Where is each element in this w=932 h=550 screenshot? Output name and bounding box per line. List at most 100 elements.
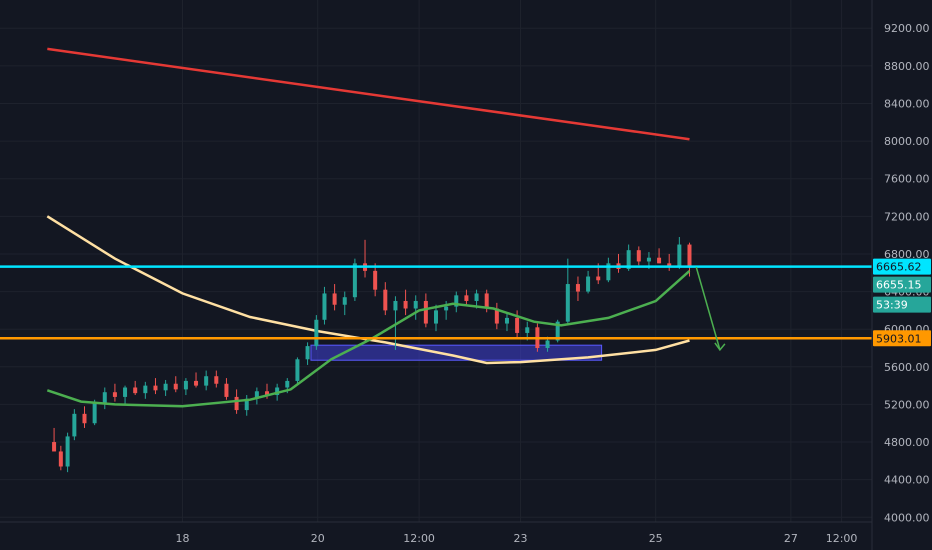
candle-body <box>183 380 188 390</box>
candle[interactable] <box>123 385 128 405</box>
candle-body <box>92 402 97 424</box>
candle-body <box>234 396 239 411</box>
candle[interactable] <box>314 315 319 350</box>
candle[interactable] <box>565 258 570 324</box>
candle-body <box>393 300 398 311</box>
candle[interactable] <box>143 381 148 399</box>
candle-body <box>565 284 570 322</box>
y-tick-label: 4000.00 <box>884 511 930 524</box>
candle[interactable] <box>82 406 87 428</box>
candle[interactable] <box>102 387 107 410</box>
candle[interactable] <box>606 257 611 283</box>
candle[interactable] <box>214 370 219 388</box>
candle[interactable] <box>194 372 199 388</box>
candle[interactable] <box>586 270 591 294</box>
candle-body <box>423 300 428 324</box>
candle-body <box>646 257 651 262</box>
candle[interactable] <box>383 282 388 316</box>
candle-body <box>153 385 158 391</box>
candle[interactable] <box>342 291 347 316</box>
candle-body <box>224 383 229 397</box>
time-axis[interactable]: 18 20 12:00 23 25 27 12:00 <box>0 521 872 545</box>
last-price-badge: 6655.15 <box>873 276 931 293</box>
candle[interactable] <box>504 312 509 332</box>
candle[interactable] <box>677 237 682 269</box>
support-zone-rectangle[interactable] <box>310 344 603 361</box>
candle-body <box>112 392 117 397</box>
candle-body <box>687 244 692 268</box>
candle[interactable] <box>204 370 209 391</box>
candle[interactable] <box>657 248 662 264</box>
candle[interactable] <box>352 258 357 301</box>
candle[interactable] <box>332 284 337 311</box>
candle-body <box>322 293 327 320</box>
candle[interactable] <box>305 342 310 365</box>
candle[interactable] <box>163 379 168 396</box>
long-moving-average-line <box>46 215 690 365</box>
last-price-badge-background <box>873 276 931 293</box>
candle[interactable] <box>413 295 418 320</box>
candle[interactable] <box>58 445 63 471</box>
candle[interactable] <box>244 395 249 416</box>
candle[interactable] <box>183 378 188 396</box>
candle[interactable] <box>667 253 672 271</box>
candle[interactable] <box>173 376 178 393</box>
candle-body <box>102 392 107 403</box>
candle[interactable] <box>72 409 77 441</box>
candle[interactable] <box>636 246 641 266</box>
candle-body <box>58 451 63 467</box>
resistance-price-badge-text: 6665.62 <box>876 261 922 274</box>
candle-body <box>143 385 148 394</box>
candle-body <box>285 380 290 388</box>
candle-body <box>474 293 479 301</box>
candle[interactable] <box>295 357 300 384</box>
y-tick-label: 7600.00 <box>884 173 930 186</box>
candle[interactable] <box>153 378 158 395</box>
candle-body <box>214 376 219 384</box>
candle-body <box>123 387 128 397</box>
candle[interactable] <box>687 242 692 277</box>
candle[interactable] <box>322 286 327 325</box>
candle-body <box>454 295 459 307</box>
candle-body <box>194 380 199 386</box>
candle[interactable] <box>224 378 229 400</box>
candle-body <box>413 300 418 309</box>
candle-body <box>244 398 249 411</box>
red-trend-line[interactable] <box>47 47 690 141</box>
candle-body <box>545 340 550 348</box>
support-price-badge-text: 5903.01 <box>876 332 922 345</box>
candle[interactable] <box>423 293 428 328</box>
candle-body <box>677 244 682 268</box>
last-price-badge-text: 6655.15 <box>876 279 922 292</box>
candle[interactable] <box>254 387 259 405</box>
bar-countdown-badge: 53:39 <box>873 296 931 313</box>
candle-body <box>484 293 489 309</box>
plot-area[interactable] <box>0 47 872 473</box>
candle[interactable] <box>575 276 580 301</box>
candle[interactable] <box>112 383 117 402</box>
candle-body <box>636 250 641 262</box>
candle-body <box>586 276 591 292</box>
candle[interactable] <box>454 291 459 313</box>
candle-body <box>342 297 347 305</box>
candle[interactable] <box>434 304 438 332</box>
candle-body <box>464 295 469 301</box>
support-price-badge-background <box>873 330 931 347</box>
projection-arrow-line[interactable] <box>695 266 721 351</box>
candle-body <box>657 257 662 264</box>
candle-body <box>173 383 178 390</box>
x-tick-label: 12:00 <box>826 532 858 545</box>
y-tick-label: 8000.00 <box>884 135 930 148</box>
candle[interactable] <box>373 263 378 297</box>
candle[interactable] <box>464 289 469 306</box>
y-tick-label: 7200.00 <box>884 210 930 223</box>
candle-body <box>65 436 70 467</box>
candle[interactable] <box>52 427 57 452</box>
candle[interactable] <box>133 380 138 396</box>
candle-body <box>204 376 209 386</box>
candle[interactable] <box>494 302 499 330</box>
candle[interactable] <box>403 289 408 316</box>
candle[interactable] <box>65 432 70 473</box>
candle-body <box>52 442 57 452</box>
